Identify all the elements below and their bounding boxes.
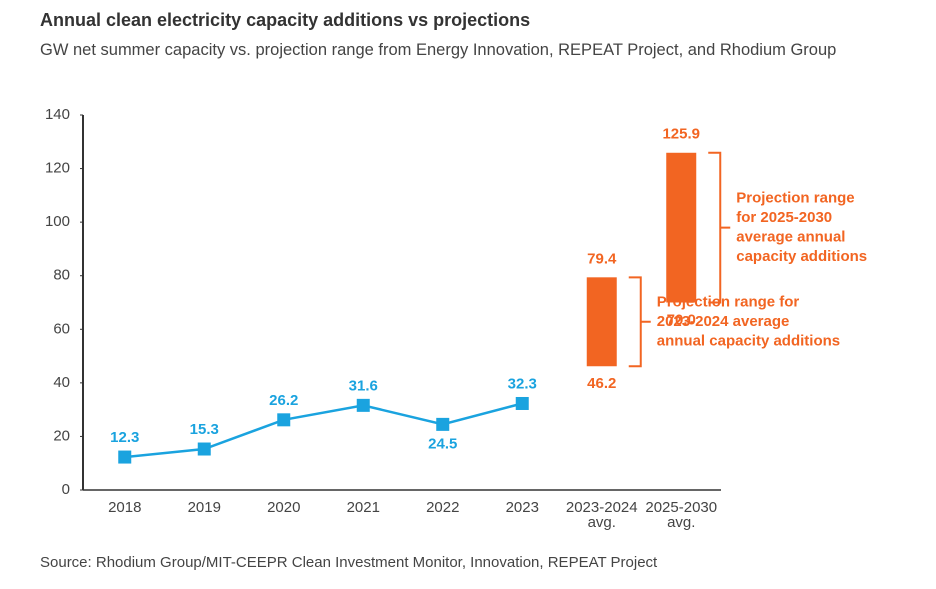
y-tick-label: 120	[45, 160, 70, 177]
point-marker	[515, 396, 529, 410]
x-tick-label: 2020	[267, 499, 300, 516]
data-label: 12.3	[110, 429, 139, 446]
chart-title: Annual clean electricity capacity additi…	[40, 10, 531, 30]
range-annotation: Projection range	[736, 189, 854, 206]
range-annotation: for 2025-2030	[736, 209, 832, 226]
chart-subtitle: GW net summer capacity vs. projection ra…	[40, 41, 837, 59]
point-marker	[197, 442, 211, 456]
point-marker	[118, 450, 132, 464]
x-tick-label: avg.	[667, 514, 695, 531]
range-bar	[586, 277, 617, 367]
range-annotation: 2023-2024 average	[657, 313, 790, 330]
source-note: Source: Rhodium Group/MIT-CEEPR Clean In…	[40, 554, 658, 571]
x-tick-label: 2019	[188, 499, 221, 516]
range-bracket	[628, 276, 651, 368]
x-tick-label: 2018	[108, 499, 141, 516]
data-label: 26.2	[269, 392, 298, 409]
data-label: 24.5	[428, 435, 457, 452]
y-tick-label: 20	[53, 427, 70, 444]
series-line	[124, 402, 523, 459]
range-high-label: 125.9	[662, 126, 700, 143]
range-high-label: 79.4	[587, 250, 617, 267]
range-bracket	[708, 151, 731, 304]
x-tick-label: 2025-2030	[645, 499, 717, 516]
x-tick-label: 2023-2024	[566, 499, 638, 516]
x-tick-label: avg.	[588, 514, 616, 531]
y-tick-label: 80	[53, 267, 70, 284]
point-marker	[436, 417, 450, 431]
range-annotation: average annual	[736, 228, 845, 245]
y-tick-label: 60	[53, 320, 70, 337]
y-tick-label: 0	[62, 481, 70, 498]
x-tick-label: 2023	[506, 499, 539, 516]
data-label: 32.3	[508, 375, 537, 392]
x-tick-label: 2022	[426, 499, 459, 516]
y-tick-label: 40	[53, 374, 70, 391]
point-marker	[356, 398, 370, 412]
y-tick-label: 100	[45, 213, 70, 230]
range-bar	[666, 152, 697, 303]
x-tick-label: 2021	[347, 499, 380, 516]
data-label: 15.3	[190, 421, 219, 438]
point-marker	[277, 413, 291, 427]
data-label: 31.6	[349, 377, 378, 394]
range-low-label: 70.0	[667, 311, 696, 328]
range-annotation: capacity additions	[736, 248, 867, 265]
range-low-label: 46.2	[587, 375, 616, 392]
range-annotation: annual capacity additions	[657, 332, 840, 349]
y-tick-label: 140	[45, 106, 70, 123]
